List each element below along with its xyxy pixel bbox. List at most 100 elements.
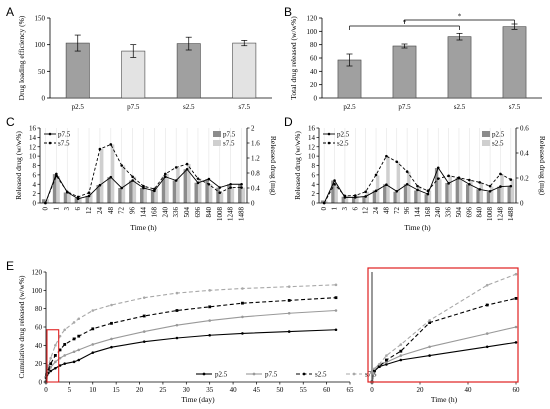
panel-d-legend-label-bar-p2.5: p2.5 bbox=[492, 131, 505, 139]
panel-e-point-s2.5 bbox=[142, 314, 146, 318]
panel-label-e: E bbox=[6, 259, 14, 273]
panel-d-bar-p2.5 bbox=[414, 190, 418, 203]
panel-e-inset-point-s2.5 bbox=[385, 358, 388, 362]
panel-d-y-tick-label: 0 bbox=[312, 200, 316, 208]
panel-d-point-p2.5 bbox=[405, 182, 409, 186]
panel-b-x-tick-label: s7.5 bbox=[509, 103, 521, 111]
panel-c-bar-s7.5 bbox=[78, 197, 82, 203]
panel-c-x-tick-label: 3 bbox=[63, 207, 71, 211]
panel-c-point-p7.5 bbox=[142, 186, 145, 190]
panel-c-y-tick-label-right: 0.8 bbox=[251, 170, 260, 178]
panel-d-bar-p2.5 bbox=[320, 200, 325, 203]
panel-c-point-p7.5 bbox=[120, 186, 124, 190]
panel-c-point-s7.5 bbox=[76, 195, 80, 199]
panel-e-inset-point-p7.5 bbox=[428, 345, 431, 349]
panel-d-bar-p2.5 bbox=[507, 186, 511, 203]
panel-c-x-axis-label: Time (h) bbox=[130, 223, 157, 232]
panel-c-bar-s7.5 bbox=[110, 144, 115, 203]
panel-d-point-p2.5 bbox=[364, 195, 367, 198]
panel-c-bar-s7.5 bbox=[176, 167, 180, 203]
panel-e-inset-point-s7.5 bbox=[377, 363, 381, 366]
panel-e-point-p7.5 bbox=[175, 323, 179, 327]
panel-b-y-tick-label: 0 bbox=[314, 95, 318, 103]
panel-c-x-tick-label: 48 bbox=[107, 207, 115, 215]
panel-e-y-tick-label: 120 bbox=[32, 269, 43, 277]
panel-c-x-tick-label: 24 bbox=[96, 207, 104, 215]
panel-d-bar-p2.5 bbox=[393, 191, 397, 203]
panel-d-x-tick-label: 0 bbox=[320, 207, 328, 211]
panel-e-inset-x-tick-label: 20 bbox=[417, 386, 425, 394]
panel-c-x-tick-label: 168 bbox=[150, 207, 158, 218]
panel-e-legend-label-s2.5: s2.5 bbox=[315, 371, 327, 379]
panel-c-point-s7.5 bbox=[131, 175, 134, 179]
panel-d-y-axis-label: Released drug (w/w%) bbox=[293, 131, 302, 200]
panel-e-y-axis-label: Cumulative drug released (w/w%) bbox=[17, 275, 26, 379]
panel-c-bar-p7.5 bbox=[183, 169, 188, 203]
panel-e-inset-series-line-s7.5 bbox=[371, 273, 517, 383]
panel-d-y-tick-label-right: 0.4 bbox=[520, 150, 529, 158]
panel-c-bar-p7.5 bbox=[118, 188, 122, 203]
panel-e-point-s2.5 bbox=[175, 309, 179, 312]
panel-d-bar-s2.5 bbox=[500, 174, 504, 203]
panel-d-bar-p2.5 bbox=[424, 194, 428, 203]
panel-e-inset-x-axis-label: Time (h) bbox=[431, 395, 458, 404]
panel-d-bar-s2.5 bbox=[469, 180, 473, 203]
panel-e-point-p7.5 bbox=[72, 350, 76, 354]
panel-e-x-tick-label: 55 bbox=[300, 386, 308, 394]
panel-e-point-p7.5 bbox=[287, 311, 291, 315]
panel-d-point-p2.5 bbox=[499, 185, 502, 188]
panel-d-legend-label-bar-s2.5: s2.5 bbox=[492, 140, 504, 148]
panel-c-point-s7.5 bbox=[185, 162, 189, 166]
panel-e-point-s2.5 bbox=[110, 321, 113, 325]
panel-d-point-s2.5 bbox=[426, 189, 430, 193]
panel-d-x-tick-label: 1008 bbox=[486, 207, 494, 222]
panel-e-point-p7.5 bbox=[241, 315, 244, 319]
panel-d-point-s2.5 bbox=[374, 173, 378, 177]
panel-e-legend-label-p7.5: p7.5 bbox=[265, 371, 278, 379]
panel-c-bar-p7.5 bbox=[238, 184, 242, 203]
panel-e-y-tick-label: 100 bbox=[32, 287, 43, 295]
panel-c-y-tick-label-right: 0 bbox=[251, 200, 255, 208]
panel-c-x-tick-label: 1008 bbox=[216, 207, 224, 222]
panel-b-y-tick-label: 120 bbox=[307, 15, 318, 23]
panel-d-y-tick-label: 6 bbox=[312, 171, 316, 179]
panel-d-bar-p2.5 bbox=[434, 168, 439, 203]
panel-c-point-s7.5 bbox=[207, 182, 211, 186]
panel-c-point-p7.5 bbox=[207, 177, 211, 181]
panel-b-y-tick-label: 100 bbox=[307, 28, 318, 36]
panel-e-inset-point-s2.5 bbox=[428, 321, 431, 324]
panel-e-point-s7.5 bbox=[110, 303, 113, 307]
panel-e-x-tick-label: 40 bbox=[230, 386, 238, 394]
panel-e-inset-point-p7.5 bbox=[399, 354, 403, 357]
panel-e-point-p2.5 bbox=[72, 360, 76, 364]
panel-d-bar-p2.5 bbox=[497, 186, 501, 203]
panel-a-y-tick-label: 50 bbox=[38, 68, 46, 76]
panel-c-legend-label-bar-s7.5: s7.5 bbox=[223, 140, 235, 148]
panel-e-point-s7.5 bbox=[58, 334, 62, 338]
panel-c-point-p7.5 bbox=[196, 181, 200, 185]
panel-e-point-s2.5 bbox=[334, 296, 338, 300]
panel-c-x-tick-label: 6 bbox=[74, 207, 82, 211]
panel-d-point-p2.5 bbox=[468, 182, 471, 186]
panel-e-point-s7.5 bbox=[47, 364, 50, 367]
panel-c-x-tick-label: 1 bbox=[52, 207, 60, 211]
panel-e-point-s2.5 bbox=[72, 337, 76, 341]
panel-c-point-p7.5 bbox=[163, 175, 167, 179]
panel-c-bar-p7.5 bbox=[140, 188, 144, 203]
panel-e-point-p7.5 bbox=[49, 366, 52, 369]
panel-e-point-s7.5 bbox=[175, 291, 179, 295]
panel-e-point-p2.5 bbox=[287, 330, 291, 333]
panel-e-x-tick-label: 60 bbox=[323, 386, 331, 394]
panel-e-point-p7.5 bbox=[54, 360, 57, 364]
panel-d-bar-s2.5 bbox=[365, 191, 369, 203]
panel-d-point-p2.5 bbox=[385, 183, 388, 187]
panel-e-point-s7.5 bbox=[287, 285, 291, 288]
panel-d-x-tick-label: 48 bbox=[382, 207, 390, 215]
panel-c-bar-s7.5 bbox=[197, 178, 202, 203]
panel-d-y-axis-label-right: Released drug (mg) bbox=[538, 136, 547, 196]
panel-d-point-p2.5 bbox=[488, 189, 492, 193]
panel-e-x-tick-label: 45 bbox=[253, 386, 261, 394]
panel-e-inset-point-s7.5 bbox=[514, 272, 518, 276]
panel-d-point-p2.5 bbox=[333, 179, 336, 182]
panel-c-y-axis-label: Released drug (w/w%) bbox=[14, 131, 23, 200]
